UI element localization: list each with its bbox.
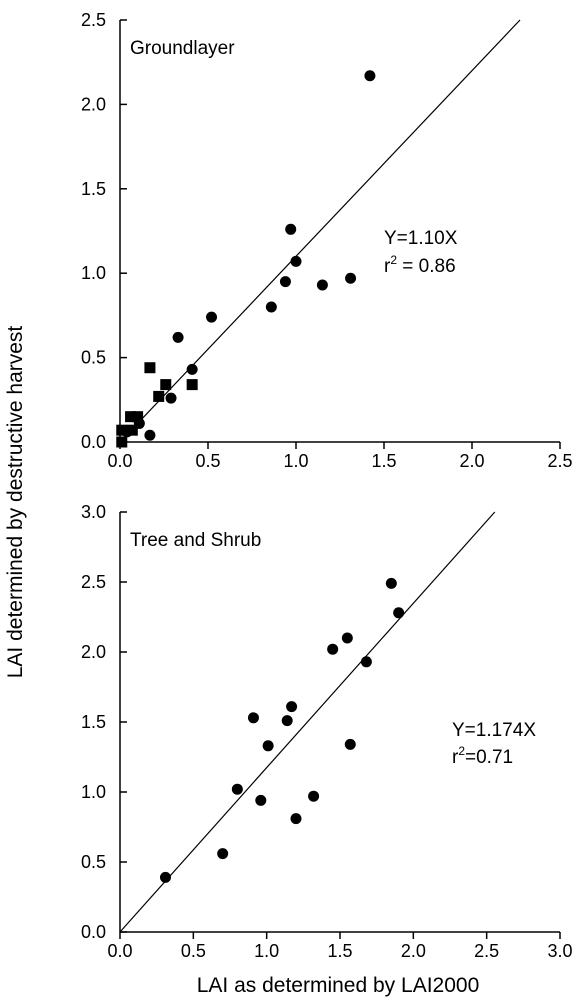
square-point: [116, 436, 128, 448]
x-tick-label: 2.5: [547, 451, 572, 471]
y-tick-label: 2.5: [81, 572, 106, 592]
y-tick-label: 1.5: [81, 179, 106, 199]
circle-point: [231, 783, 243, 795]
r-squared-label: r2 = 0.86: [384, 253, 456, 277]
square-point: [116, 424, 128, 436]
x-tick-label: 3.0: [547, 941, 572, 961]
circle-point: [364, 70, 376, 82]
x-tick-label: 2.5: [474, 941, 499, 961]
circle-point: [255, 794, 267, 806]
y-tick-label: 3.0: [81, 502, 106, 522]
square-point: [144, 362, 156, 374]
circle-point: [144, 429, 156, 441]
x-tick-label: 0.5: [181, 941, 206, 961]
circle-point: [206, 311, 218, 323]
square-point: [160, 379, 172, 391]
circle-point: [290, 255, 302, 267]
y-tick-label: 0.5: [81, 852, 106, 872]
x-tick-label: 1.0: [254, 941, 279, 961]
x-tick-label: 2.0: [401, 941, 426, 961]
x-axis-label: LAI as determined by LAI2000: [197, 974, 480, 997]
square-point: [132, 411, 144, 423]
circle-point: [316, 279, 328, 291]
y-tick-label: 1.5: [81, 712, 106, 732]
circle-point: [265, 301, 277, 313]
circle-point: [308, 790, 320, 802]
circle-point: [341, 632, 353, 644]
regression-equation: Y=1.10X: [384, 228, 458, 249]
y-axis-label: LAI determined by destructive harvest: [4, 326, 27, 679]
circle-point: [172, 331, 184, 343]
circle-point: [262, 740, 274, 752]
circle-point: [344, 738, 356, 750]
circle-point: [279, 276, 291, 288]
y-tick-label: 1.0: [81, 263, 106, 283]
x-tick-label: 1.5: [371, 451, 396, 471]
y-tick-label: 2.5: [81, 10, 106, 30]
r-squared-label: r2=0.71: [452, 744, 513, 768]
regression-line: [119, 511, 496, 933]
tree-and-shrub-panel: 0.0 0.5 1.0 1.5 2.0 2.5 3.0 0.0 0.5 1.0 1.5 2.0 2.5 3…: [81, 502, 573, 961]
y-tick-label: 0.5: [81, 348, 106, 368]
circle-point: [393, 607, 405, 619]
square-point: [153, 390, 165, 402]
circle-point: [327, 643, 339, 655]
circle-point: [165, 392, 177, 404]
y-tick-label: 2.0: [81, 94, 106, 114]
y-tick-label: 0.0: [81, 432, 106, 452]
circle-point: [247, 712, 259, 724]
square-point: [186, 379, 198, 391]
y-tick-label: 1.0: [81, 782, 106, 802]
y-tick-label: 0.0: [81, 922, 106, 942]
circle-point: [186, 363, 198, 375]
square-point: [125, 411, 137, 423]
circle-point: [217, 848, 229, 860]
panel-title: Groundlayer: [130, 38, 235, 59]
circle-point: [285, 223, 297, 235]
x-tick-label: 0.0: [107, 941, 132, 961]
circle-point: [345, 272, 357, 284]
circle-point: [286, 701, 298, 713]
circle-point: [159, 871, 171, 883]
x-tick-label: 0.5: [195, 451, 220, 471]
x-tick-label: 0.0: [107, 451, 132, 471]
circle-point: [360, 656, 372, 668]
square-point: [126, 424, 138, 436]
circle-point: [290, 813, 302, 825]
groundlayer-panel: 0.0 0.5 1.0 1.5 2.0 2.5 0.0 0.5 1.0 1.5 2.0 2.5 Grou…: [81, 10, 573, 471]
panel-title: Tree and Shrub: [130, 530, 261, 551]
circle-point: [281, 715, 293, 727]
x-tick-label: 1.0: [283, 451, 308, 471]
x-tick-label: 1.5: [327, 941, 352, 961]
circle-point: [385, 577, 397, 589]
y-tick-label: 2.0: [81, 642, 106, 662]
regression-equation: Y=1.174X: [452, 720, 536, 741]
regression-line: [119, 19, 521, 443]
x-tick-label: 2.0: [459, 451, 484, 471]
